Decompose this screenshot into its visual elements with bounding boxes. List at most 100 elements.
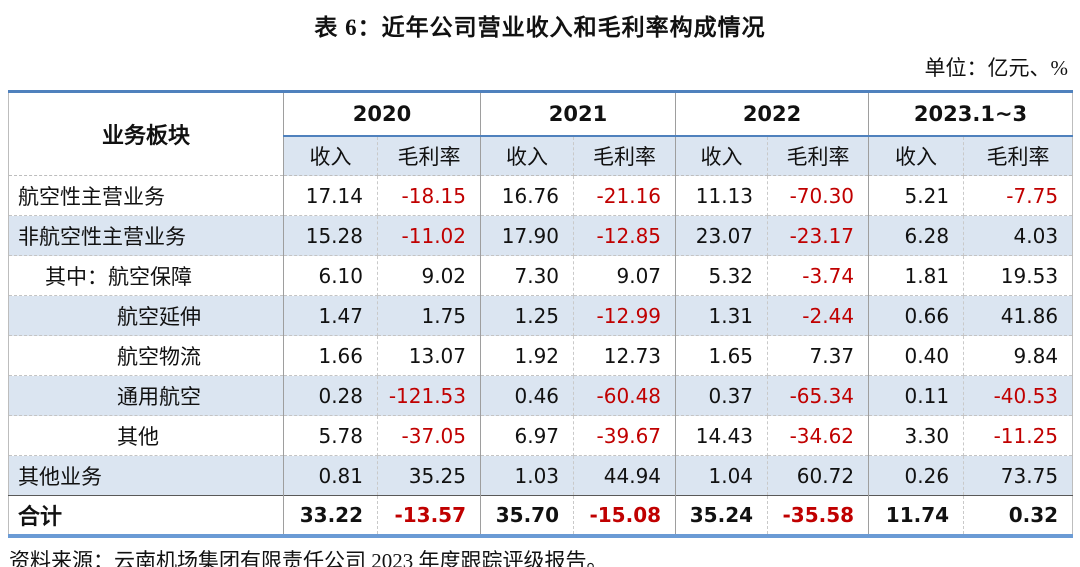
row-label: 航空性主营业务 [8, 175, 284, 216]
margin-cell: 9.84 [963, 335, 1073, 376]
table-row: 非航空性主营业务 15.28 -11.02 17.90 -12.85 23.07 -23.1… [8, 215, 1073, 256]
revenue-cell: 1.65 [675, 335, 769, 376]
column-header-revenue: 收入 [283, 135, 378, 176]
column-header-business: 业务板块 [8, 91, 284, 176]
revenue-cell: 0.66 [868, 295, 965, 336]
revenue-cell: 33.22 [283, 495, 378, 536]
margin-cell: -21.16 [573, 175, 677, 216]
revenue-cell: 35.24 [675, 495, 769, 536]
revenue-cell: 5.78 [283, 415, 378, 456]
revenue-cell: 1.47 [283, 295, 378, 336]
margin-cell: -40.53 [963, 375, 1073, 416]
revenue-cell: 0.37 [675, 375, 769, 416]
margin-cell: -70.30 [767, 175, 870, 216]
margin-cell: 73.75 [963, 455, 1073, 496]
column-header-year-2023: 2023.1~3 [868, 91, 1073, 137]
revenue-cell: 1.31 [675, 295, 769, 336]
source-note: 资料来源：云南机场集团有限责任公司 2023 年度跟踪评级报告。 [9, 548, 608, 567]
revenue-cell: 6.28 [868, 215, 965, 256]
table-row: 其他业务 0.81 35.25 1.03 44.94 1.04 60.72 0.26 73.75 [8, 455, 1073, 496]
revenue-cell: 11.74 [868, 495, 965, 536]
revenue-cell: 1.25 [480, 295, 575, 336]
margin-cell: -11.25 [963, 415, 1073, 456]
row-label: 其他 [8, 415, 284, 456]
revenue-cell: 0.28 [283, 375, 378, 416]
margin-cell: 13.07 [377, 335, 482, 376]
row-label: 其他业务 [8, 455, 284, 496]
margin-cell: 4.03 [963, 215, 1073, 256]
table-row: 其中：航空保障 6.10 9.02 7.30 9.07 5.32 -3.74 1.81 19.5… [8, 255, 1073, 296]
margin-cell: -60.48 [573, 375, 677, 416]
margin-cell: -65.34 [767, 375, 870, 416]
revenue-cell: 1.66 [283, 335, 378, 376]
revenue-cell: 0.46 [480, 375, 575, 416]
revenue-cell: 0.11 [868, 375, 965, 416]
table-row: 其他 5.78 -37.05 6.97 -39.67 14.43 -34.62 3.30 -11… [8, 415, 1073, 456]
margin-cell: 9.07 [573, 255, 677, 296]
margin-cell: -23.17 [767, 215, 870, 256]
margin-cell: 19.53 [963, 255, 1073, 296]
revenue-cell: 1.81 [868, 255, 965, 296]
table-row: 通用航空 0.28 -121.53 0.46 -60.48 0.37 -65.34 0.11-… [8, 375, 1073, 416]
row-label: 航空物流 [8, 335, 284, 376]
row-label: 航空延伸 [8, 295, 284, 336]
revenue-cell: 3.30 [868, 415, 965, 456]
margin-cell: 12.73 [573, 335, 677, 376]
margin-cell: 0.32 [963, 495, 1073, 536]
column-header-revenue: 收入 [868, 135, 965, 176]
revenue-cell: 0.40 [868, 335, 965, 376]
margin-cell: 35.25 [377, 455, 482, 496]
row-label: 非航空性主营业务 [8, 215, 284, 256]
margin-cell: -11.02 [377, 215, 482, 256]
column-header-margin: 毛利率 [573, 135, 677, 176]
margin-cell: 1.75 [377, 295, 482, 336]
margin-cell: -13.57 [377, 495, 482, 536]
column-header-year-2022: 2022 [675, 91, 870, 137]
revenue-cell: 35.70 [480, 495, 575, 536]
revenue-cell: 11.13 [675, 175, 769, 216]
revenue-cell: 6.97 [480, 415, 575, 456]
margin-cell: -12.85 [573, 215, 677, 256]
table-row: 航空延伸 1.47 1.75 1.25 -12.99 1.31 -2.44 0.66 41.86 [8, 295, 1073, 336]
margin-cell: -34.62 [767, 415, 870, 456]
revenue-cell: 14.43 [675, 415, 769, 456]
margin-cell: 7.37 [767, 335, 870, 376]
table-body: 航空性主营业务 17.14 -18.15 16.76 -21.16 11.13 -70.30… [8, 175, 1073, 536]
revenue-cell: 15.28 [283, 215, 378, 256]
margin-cell: 44.94 [573, 455, 677, 496]
margin-cell: -3.74 [767, 255, 870, 296]
row-label: 合计 [8, 495, 284, 536]
revenue-cell: 6.10 [283, 255, 378, 296]
column-header-margin: 毛利率 [963, 135, 1073, 176]
revenue-cell: 1.92 [480, 335, 575, 376]
header-sub-row: 收入 毛利率 收入 毛利率 收入 毛利率 收入 毛利率 [9, 135, 1073, 176]
revenue-cell: 1.03 [480, 455, 575, 496]
margin-cell: -7.75 [963, 175, 1073, 216]
margin-cell: 60.72 [767, 455, 870, 496]
revenue-cell: 17.14 [283, 175, 378, 216]
row-label: 其中：航空保障 [8, 255, 284, 296]
column-header-year-2020: 2020 [283, 91, 482, 137]
margin-cell: -15.08 [573, 495, 677, 536]
table-row: 航空物流 1.66 13.07 1.92 12.73 1.65 7.37 0.40 9.84 [8, 335, 1073, 376]
margin-cell: -18.15 [377, 175, 482, 216]
margin-cell: -35.58 [767, 495, 870, 536]
margin-cell: -121.53 [377, 375, 482, 416]
unit-note: 单位：亿元、% [924, 56, 1069, 80]
row-label: 通用航空 [8, 375, 284, 416]
column-header-revenue: 收入 [480, 135, 575, 176]
revenue-cell: 1.04 [675, 455, 769, 496]
column-header-year-2021: 2021 [480, 91, 677, 137]
revenue-cell: 0.81 [283, 455, 378, 496]
margin-cell: -37.05 [377, 415, 482, 456]
margin-cell: -2.44 [767, 295, 870, 336]
column-header-margin: 毛利率 [377, 135, 482, 176]
header-year-row: 业务板块 2020 2021 2022 2023.1~3 [8, 91, 1073, 176]
revenue-cell: 23.07 [675, 215, 769, 256]
margin-cell: 9.02 [377, 255, 482, 296]
revenue-cell: 7.30 [480, 255, 575, 296]
revenue-cell: 0.26 [868, 455, 965, 496]
table-row: 合计 33.22 -13.57 35.70 -15.08 35.24 -35.58 11.74… [8, 495, 1073, 536]
revenue-margin-table: 业务板块 2020 2021 2022 2023.1~3 收入 毛利率 收入 毛… [8, 90, 1074, 538]
